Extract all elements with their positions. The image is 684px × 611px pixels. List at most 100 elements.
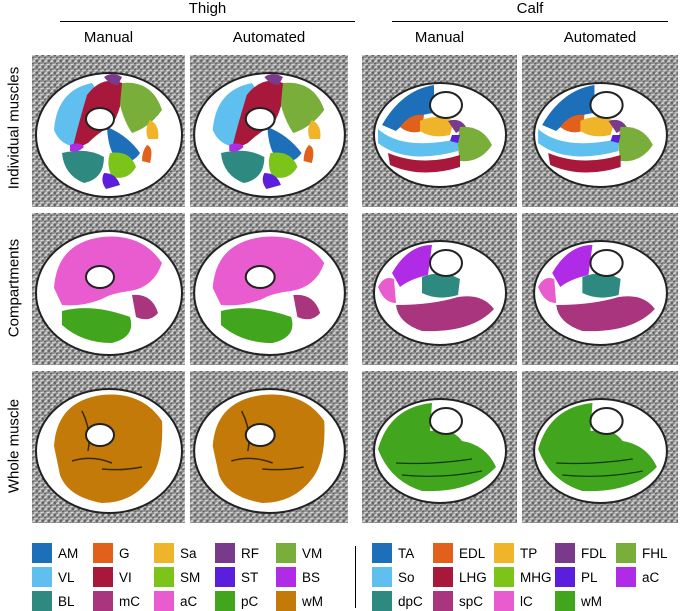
- legend-swatch: [372, 591, 392, 611]
- panel-thigh-manual-whole: [32, 371, 185, 523]
- legend-item-tp: TP: [494, 543, 537, 563]
- legend-label: TA: [398, 545, 415, 561]
- legend-item-lhg: LHG: [433, 567, 487, 587]
- legend-label: RF: [241, 545, 259, 561]
- panel-thigh-manual-individual: [32, 55, 185, 207]
- legend-swatch: [32, 567, 52, 587]
- legend-item-bl: BL: [32, 591, 75, 611]
- legend-swatch: [433, 591, 453, 611]
- panel-thigh-automated-whole: [190, 371, 348, 523]
- legend-item-ac: aC: [154, 591, 197, 611]
- legend-label: lC: [520, 593, 533, 609]
- legend-swatch: [276, 567, 296, 587]
- legend-swatch: [555, 567, 575, 587]
- legend-swatch: [555, 591, 575, 611]
- panel-thigh-manual-compartments: [32, 213, 185, 365]
- legend-label: Sa: [180, 545, 197, 561]
- legend-item-spc: spC: [433, 591, 483, 611]
- legend-item-sm: SM: [154, 567, 200, 587]
- legend-label: LHG: [459, 569, 487, 585]
- panel-calf-automated-individual: [522, 55, 678, 207]
- panel-calf-manual-whole: [362, 371, 517, 523]
- legend-label: spC: [459, 593, 484, 609]
- legend-label: wM: [302, 593, 323, 609]
- legend-swatch: [494, 567, 514, 587]
- legend-label: MHG: [520, 569, 552, 585]
- legend-label: aC: [642, 569, 660, 585]
- panel-thigh-automated-compartments: [190, 213, 348, 365]
- legend-label: mC: [119, 593, 140, 609]
- legend-item-vl: VL: [32, 567, 75, 587]
- legend-label: TP: [520, 545, 538, 561]
- legend-item-st: ST: [215, 567, 258, 587]
- legend-label: ST: [241, 569, 259, 585]
- legend-swatch: [32, 591, 52, 611]
- legend-label: BS: [302, 569, 321, 585]
- panel-calf-automated-compartments: [522, 213, 678, 365]
- legend-swatch: [372, 567, 392, 587]
- panel-calf-automated-whole: [522, 371, 678, 523]
- legend-swatch: [32, 543, 52, 563]
- calf-manual-label: Manual: [414, 29, 465, 46]
- legend-item-ta: TA: [372, 543, 414, 563]
- legend-item-vi: VI: [93, 567, 132, 587]
- legend-swatch: [215, 543, 235, 563]
- legend-item-ac: aC: [616, 567, 659, 587]
- legend-item-rf: RF: [215, 543, 259, 563]
- legend-label: G: [119, 545, 130, 561]
- legend-label: BL: [58, 593, 75, 609]
- legend-swatch: [372, 543, 392, 563]
- legend-label: pC: [241, 593, 259, 609]
- legend-item-bs: BS: [276, 567, 320, 587]
- thigh-header-rule: [60, 21, 355, 22]
- panel-calf-manual-compartments: [362, 213, 517, 365]
- legend-item-fhl: FHL: [616, 543, 668, 563]
- legend-swatch: [215, 591, 235, 611]
- thigh-manual-label: Manual: [83, 29, 134, 46]
- legend-swatch: [276, 543, 296, 563]
- row-label-whole: Whole muscle: [5, 398, 23, 494]
- row-label-compartments: Compartments: [5, 238, 23, 338]
- legend-item-wm: wM: [276, 591, 323, 611]
- legend-swatch: [215, 567, 235, 587]
- legend-swatch: [494, 591, 514, 611]
- thigh-automated-label: Automated: [232, 29, 306, 46]
- legend-swatch: [555, 543, 575, 563]
- legend-label: VM: [302, 545, 323, 561]
- legend-label: SM: [180, 569, 201, 585]
- panel-thigh-automated-individual: [190, 55, 348, 207]
- legend-swatch: [154, 567, 174, 587]
- legend-swatch: [616, 543, 636, 563]
- row-label-individual: Individual muscles: [5, 66, 23, 190]
- legend-item-sa: Sa: [154, 543, 197, 563]
- legend-label: So: [398, 569, 415, 585]
- legend-label: FHL: [642, 545, 668, 561]
- legend-swatch: [93, 567, 113, 587]
- calf-header: Calf: [516, 0, 544, 17]
- legend-label: VI: [119, 569, 132, 585]
- calf-automated-label: Automated: [563, 29, 637, 46]
- legend-swatch: [616, 567, 636, 587]
- legend-item-am: AM: [32, 543, 78, 563]
- legend-swatch: [433, 543, 453, 563]
- legend-label: dpC: [398, 593, 423, 609]
- legend-swatch: [433, 567, 453, 587]
- legend-item-vm: VM: [276, 543, 322, 563]
- legend-label: EDL: [459, 545, 486, 561]
- legend-item-edl: EDL: [433, 543, 485, 563]
- legend-item-wm: wM: [555, 591, 602, 611]
- legend-swatch: [154, 591, 174, 611]
- legend-swatch: [494, 543, 514, 563]
- legend-divider: [355, 546, 356, 608]
- calf-header-rule: [392, 21, 668, 22]
- legend-label: AM: [58, 545, 79, 561]
- legend-item-g: G: [93, 543, 130, 563]
- legend-item-pc: pC: [215, 591, 258, 611]
- legend-label: PL: [581, 569, 598, 585]
- thigh-header: Thigh: [188, 0, 227, 17]
- legend-item-lc: lC: [494, 591, 533, 611]
- legend-label: wM: [581, 593, 602, 609]
- legend-label: VL: [58, 569, 75, 585]
- legend-item-so: So: [372, 567, 415, 587]
- legend-label: FDL: [581, 545, 607, 561]
